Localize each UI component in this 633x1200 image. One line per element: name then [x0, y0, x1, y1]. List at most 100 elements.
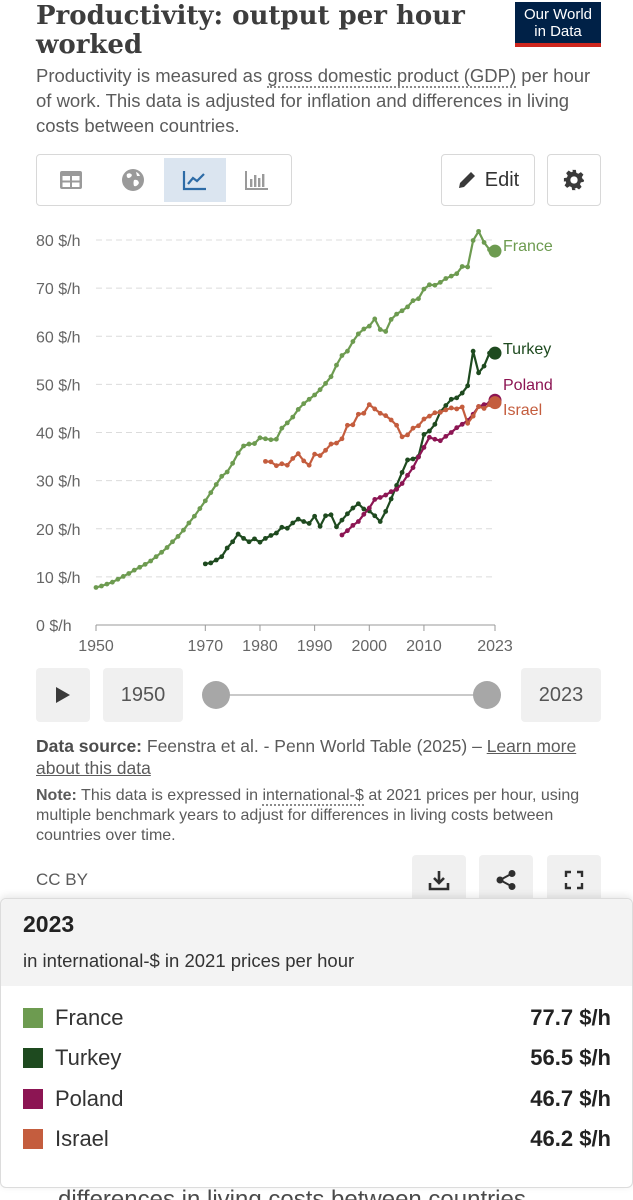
data-point: [437, 438, 443, 444]
data-point: [410, 456, 416, 462]
data-point: [323, 513, 328, 519]
data-point: [410, 425, 416, 431]
settings-button[interactable]: [547, 154, 601, 206]
data-point: [306, 462, 312, 468]
data-point: [273, 530, 279, 536]
data-point: [405, 457, 410, 463]
timeline-track[interactable]: [216, 694, 486, 696]
data-point: [421, 445, 427, 450]
data-point: [448, 273, 454, 279]
data-point: [246, 441, 252, 447]
data-point: [481, 402, 487, 407]
data-point: [394, 486, 400, 492]
data-point: [164, 545, 170, 550]
data-point: [454, 406, 460, 412]
data-point: [476, 370, 482, 376]
tooltip-value: 46.2 $/h: [530, 1126, 611, 1151]
data-point: [465, 420, 471, 426]
timeline-start-handle[interactable]: [202, 681, 230, 709]
data-point: [230, 460, 236, 466]
timeline-end-year[interactable]: 2023: [521, 668, 601, 722]
source-text: Feenstra et al. - Penn World Table (2025…: [142, 736, 487, 756]
data-point: [416, 296, 421, 302]
download-button[interactable]: [412, 855, 466, 905]
tab-line-chart[interactable]: [164, 158, 226, 202]
timeline-end-handle[interactable]: [473, 681, 501, 709]
play-button[interactable]: [36, 668, 90, 722]
data-point: [432, 282, 438, 288]
data-point: [410, 298, 416, 304]
data-point: [213, 482, 219, 487]
line-chart[interactable]: 0 $/h 10 $/h 20 $/h 30 $/h 40 $/h 50 $/h 60 $/…: [0, 220, 633, 660]
data-point: [99, 583, 104, 589]
data-point: [470, 348, 476, 354]
data-point: [273, 463, 279, 469]
data-point: [350, 522, 356, 528]
data-point: [339, 517, 345, 523]
gear-icon: [563, 169, 585, 191]
source-label: Data source:: [36, 736, 143, 756]
data-point: [437, 279, 443, 285]
data-point: [421, 416, 427, 422]
tooltip-header: 2023 in international-$ in 2021 prices p…: [1, 899, 632, 986]
data-point: [137, 564, 143, 570]
tab-map[interactable]: [102, 158, 164, 202]
data-point: [388, 496, 394, 502]
edit-button[interactable]: Edit: [441, 154, 535, 206]
data-point: [257, 435, 263, 441]
tooltip-row: Israel 46.2 $/h: [23, 1124, 611, 1154]
data-point: [394, 422, 400, 428]
timeline-start-year[interactable]: 1950: [103, 668, 183, 722]
data-point: [328, 374, 334, 380]
data-point: [317, 523, 323, 529]
data-point: [355, 411, 361, 417]
tooltip-panel: 2023 in international-$ in 2021 prices p…: [0, 898, 633, 1188]
data-point: [350, 505, 356, 511]
data-point: [443, 433, 449, 439]
data-point: [323, 381, 328, 386]
fullscreen-button[interactable]: [547, 855, 601, 905]
data-point: [142, 561, 148, 567]
gdp-definition-link[interactable]: gross domestic product (GDP): [267, 65, 517, 88]
data-point: [339, 436, 345, 442]
share-icon: [496, 870, 516, 890]
data-point: [437, 409, 443, 415]
data-point: [383, 509, 389, 514]
tooltip-entity: Poland: [55, 1086, 124, 1111]
data-point: [416, 423, 421, 429]
data-point: [279, 524, 285, 530]
data-point: [388, 489, 394, 495]
owid-logo[interactable]: Our World in Data: [515, 2, 601, 47]
tooltip-unit: in international-$ in 2021 prices per ho…: [23, 950, 355, 971]
learn-more-link[interactable]: Learn more about this data: [36, 736, 577, 778]
data-point: [301, 458, 307, 464]
data-point: [377, 519, 383, 524]
tab-table[interactable]: [40, 158, 102, 202]
data-point: [279, 425, 285, 431]
international-dollar-link[interactable]: international-$: [262, 787, 364, 806]
data-point: [372, 496, 378, 502]
data-point: [235, 450, 241, 456]
data-point: [427, 282, 432, 288]
series-label: France: [503, 238, 553, 255]
data-point: [219, 473, 225, 479]
endpoint-marker: [488, 346, 502, 360]
endpoint-marker: [488, 396, 502, 410]
data-point: [328, 441, 334, 447]
data-point: [465, 383, 471, 389]
license-label[interactable]: CC BY: [36, 870, 88, 889]
data-point: [399, 434, 405, 440]
cutoff-text: differences in living costs between coun…: [58, 1186, 526, 1200]
data-point: [476, 404, 482, 409]
data-point: [454, 271, 460, 277]
data-point: [235, 531, 241, 537]
data-point: [383, 413, 389, 419]
data-point: [399, 308, 405, 314]
data-point: [246, 539, 252, 545]
share-button[interactable]: [479, 855, 533, 905]
series-label: Poland: [503, 377, 553, 394]
x-tick-label: 1950: [78, 638, 114, 655]
data-point: [481, 240, 487, 245]
tab-bar-chart[interactable]: [226, 158, 288, 202]
data-point: [432, 421, 438, 427]
